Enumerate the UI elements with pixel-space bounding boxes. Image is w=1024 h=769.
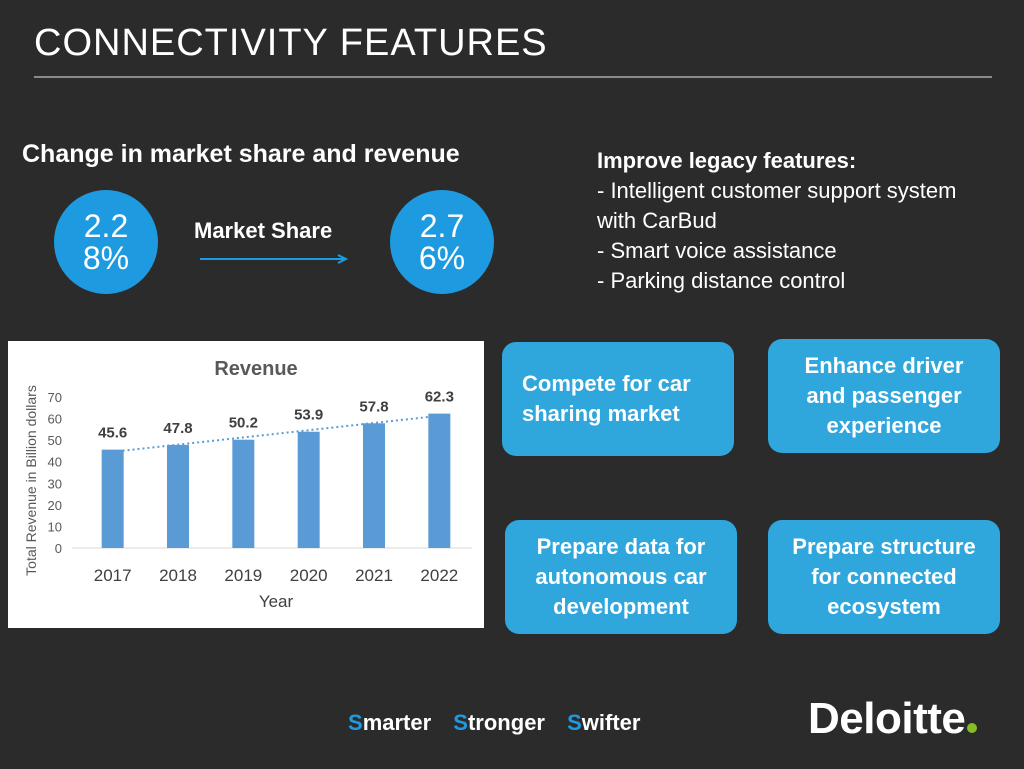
card-autonomous-data: Prepare data for autonomous car developm… xyxy=(505,520,737,634)
bar xyxy=(363,423,385,548)
card-car-sharing: Compete for car sharing market xyxy=(502,342,734,456)
revenue-chart-svg: Revenue 0 10 20 30 40 50 60 70 45.6 2017 47.8 2018 50… xyxy=(23,358,472,611)
right-arrow-icon xyxy=(200,254,349,264)
y-tick-label: 10 xyxy=(48,519,62,534)
deloitte-logo: Deloitte xyxy=(808,694,978,744)
card-driver-experience: Enhance driver and passenger experience xyxy=(768,339,1000,453)
x-tick-label: 2019 xyxy=(224,566,262,585)
card-connected-ecosystem: Prepare structure for connected ecosyste… xyxy=(768,520,1000,634)
card-label: Prepare structure for connected ecosyste… xyxy=(792,534,976,619)
tagline-word: Stronger xyxy=(453,710,545,735)
legacy-features-block: Improve legacy features: - Intelligent c… xyxy=(597,146,977,296)
data-label: 53.9 xyxy=(294,407,323,424)
bar xyxy=(428,413,451,548)
y-tick-label: 40 xyxy=(48,455,62,470)
y-axis-label: Total Revenue in Billion dollars xyxy=(23,385,39,576)
x-tick-label: 2021 xyxy=(355,566,393,585)
market-share-from-circle: 2.28% xyxy=(54,190,158,294)
revenue-chart: Revenue 0 10 20 30 40 50 60 70 45.6 2017 47.8 2018 50… xyxy=(8,341,484,628)
x-tick-label: 2017 xyxy=(94,566,132,585)
x-tick-label: 2020 xyxy=(290,566,328,585)
title-divider xyxy=(34,76,992,78)
y-tick-label: 30 xyxy=(48,476,62,491)
tagline-word: Swifter xyxy=(567,710,641,735)
tagline-word: Smarter xyxy=(348,710,432,735)
y-tick-label: 0 xyxy=(55,541,62,556)
market-share-from-value: 2.28% xyxy=(82,208,130,276)
bar xyxy=(167,444,189,548)
y-tick-label: 60 xyxy=(48,412,62,427)
logo-dot-icon xyxy=(967,723,978,733)
section-heading: Change in market share and revenue xyxy=(22,140,460,168)
x-tick-label: 2022 xyxy=(420,566,458,585)
chart-title: Revenue xyxy=(214,358,297,380)
market-share-to-value: 2.76% xyxy=(418,208,466,276)
x-tick-label: 2018 xyxy=(159,566,197,585)
legacy-feature-item: - Intelligent customer support system wi… xyxy=(597,178,957,233)
slide-title: CONNECTIVITY FEATURES xyxy=(34,22,548,64)
data-label: 47.8 xyxy=(163,420,192,437)
y-tick-label: 50 xyxy=(48,433,62,448)
bar xyxy=(101,449,124,548)
tagline: Smarter Stronger Swifter xyxy=(348,710,656,736)
data-label: 62.3 xyxy=(425,389,454,406)
card-label: Prepare data for autonomous car developm… xyxy=(535,534,707,619)
data-label: 50.2 xyxy=(229,415,258,432)
card-label: Compete for car sharing market xyxy=(522,371,691,426)
data-label: 45.6 xyxy=(98,425,127,442)
legacy-feature-item: - Smart voice assistance xyxy=(597,238,837,263)
market-share-to-circle: 2.76% xyxy=(390,190,494,294)
y-tick-label: 20 xyxy=(48,498,62,513)
x-axis-label: Year xyxy=(259,592,294,611)
logo-text: Deloitte xyxy=(808,694,966,743)
legacy-features-heading: Improve legacy features: xyxy=(597,148,857,173)
market-share-label: Market Share xyxy=(194,218,333,243)
y-tick-label: 70 xyxy=(48,390,62,405)
trendline xyxy=(112,414,440,453)
bar xyxy=(297,431,320,548)
card-label: Enhance driver and passenger experience xyxy=(804,353,964,438)
legacy-feature-item: - Parking distance control xyxy=(597,268,846,293)
data-label: 57.8 xyxy=(359,398,388,415)
bar xyxy=(232,439,255,548)
